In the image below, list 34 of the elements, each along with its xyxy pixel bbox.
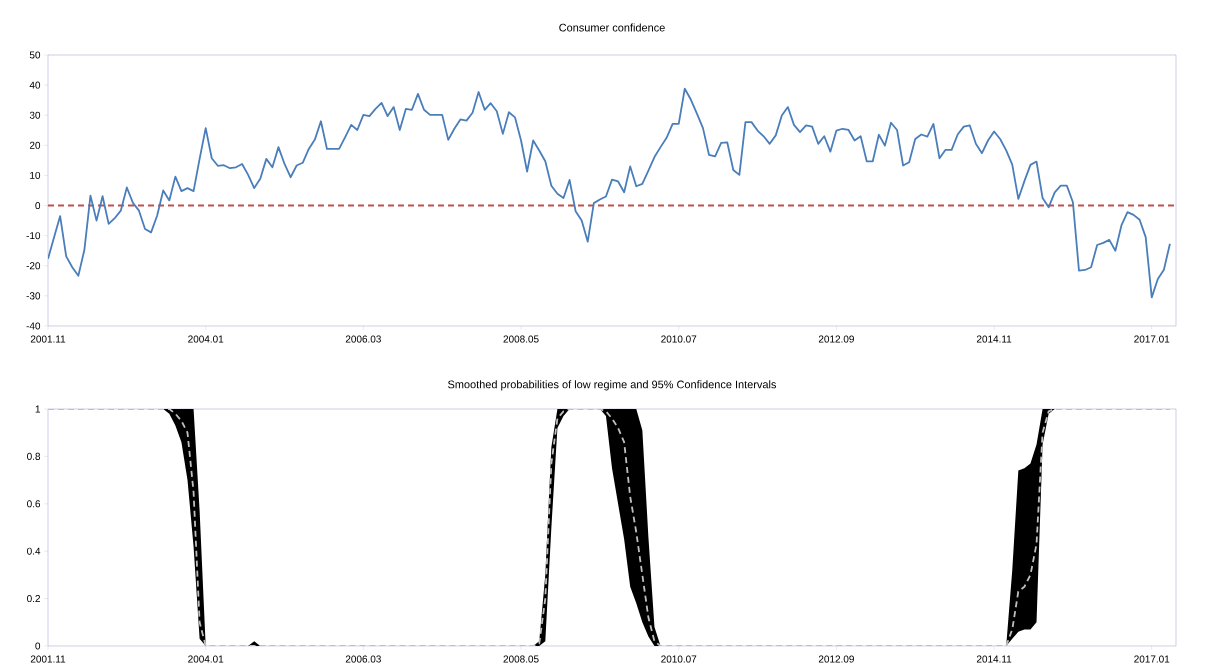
- y-tick-label: 1: [35, 405, 41, 413]
- x-tick-label: 2014.11: [976, 655, 1012, 663]
- x-tick-label: 2004.01: [188, 655, 224, 663]
- x-tick-label: 2008.05: [503, 335, 539, 343]
- y-tick-label: 20: [29, 141, 41, 149]
- x-tick-label: 2010.07: [661, 655, 697, 663]
- chart-title: Smoothed probabilities of low regime and 95% Confidence Intervals: [448, 380, 777, 391]
- x-tick-label: 2012.09: [818, 335, 854, 343]
- y-tick-label: 0: [35, 642, 41, 650]
- y-tick-label: 30: [29, 111, 41, 119]
- x-tick-label: 2006.03: [345, 655, 381, 663]
- y-tick-label: -40: [26, 322, 41, 330]
- x-tick-label: 2012.09: [818, 655, 854, 663]
- y-tick-label: 40: [29, 81, 41, 89]
- y-tick-label: 0.2: [27, 595, 41, 603]
- chart-title: Consumer confidence: [559, 23, 665, 32]
- y-tick-label: 0.6: [27, 500, 41, 508]
- y-tick-label: 0: [35, 202, 41, 210]
- x-tick-label: 2008.05: [503, 655, 539, 663]
- x-tick-label: 2001.11: [30, 655, 66, 663]
- x-tick-label: 2004.01: [188, 335, 224, 343]
- x-tick-label: 2006.03: [345, 335, 381, 343]
- x-tick-label: 2017.01: [1134, 655, 1170, 663]
- y-tick-label: -20: [26, 262, 41, 270]
- y-tick-label: 10: [30, 171, 41, 179]
- y-tick-label: 50: [29, 51, 41, 59]
- x-tick-label: 2010.07: [661, 335, 697, 343]
- x-tick-label: 2001.11: [30, 335, 66, 343]
- y-tick-label: -30: [26, 292, 41, 300]
- y-tick-label: 0.8: [27, 452, 41, 460]
- x-tick-label: 2014.11: [976, 335, 1012, 343]
- y-tick-label: -10: [26, 232, 41, 240]
- y-tick-label: 0.4: [27, 547, 41, 555]
- x-tick-label: 2017.01: [1134, 335, 1170, 343]
